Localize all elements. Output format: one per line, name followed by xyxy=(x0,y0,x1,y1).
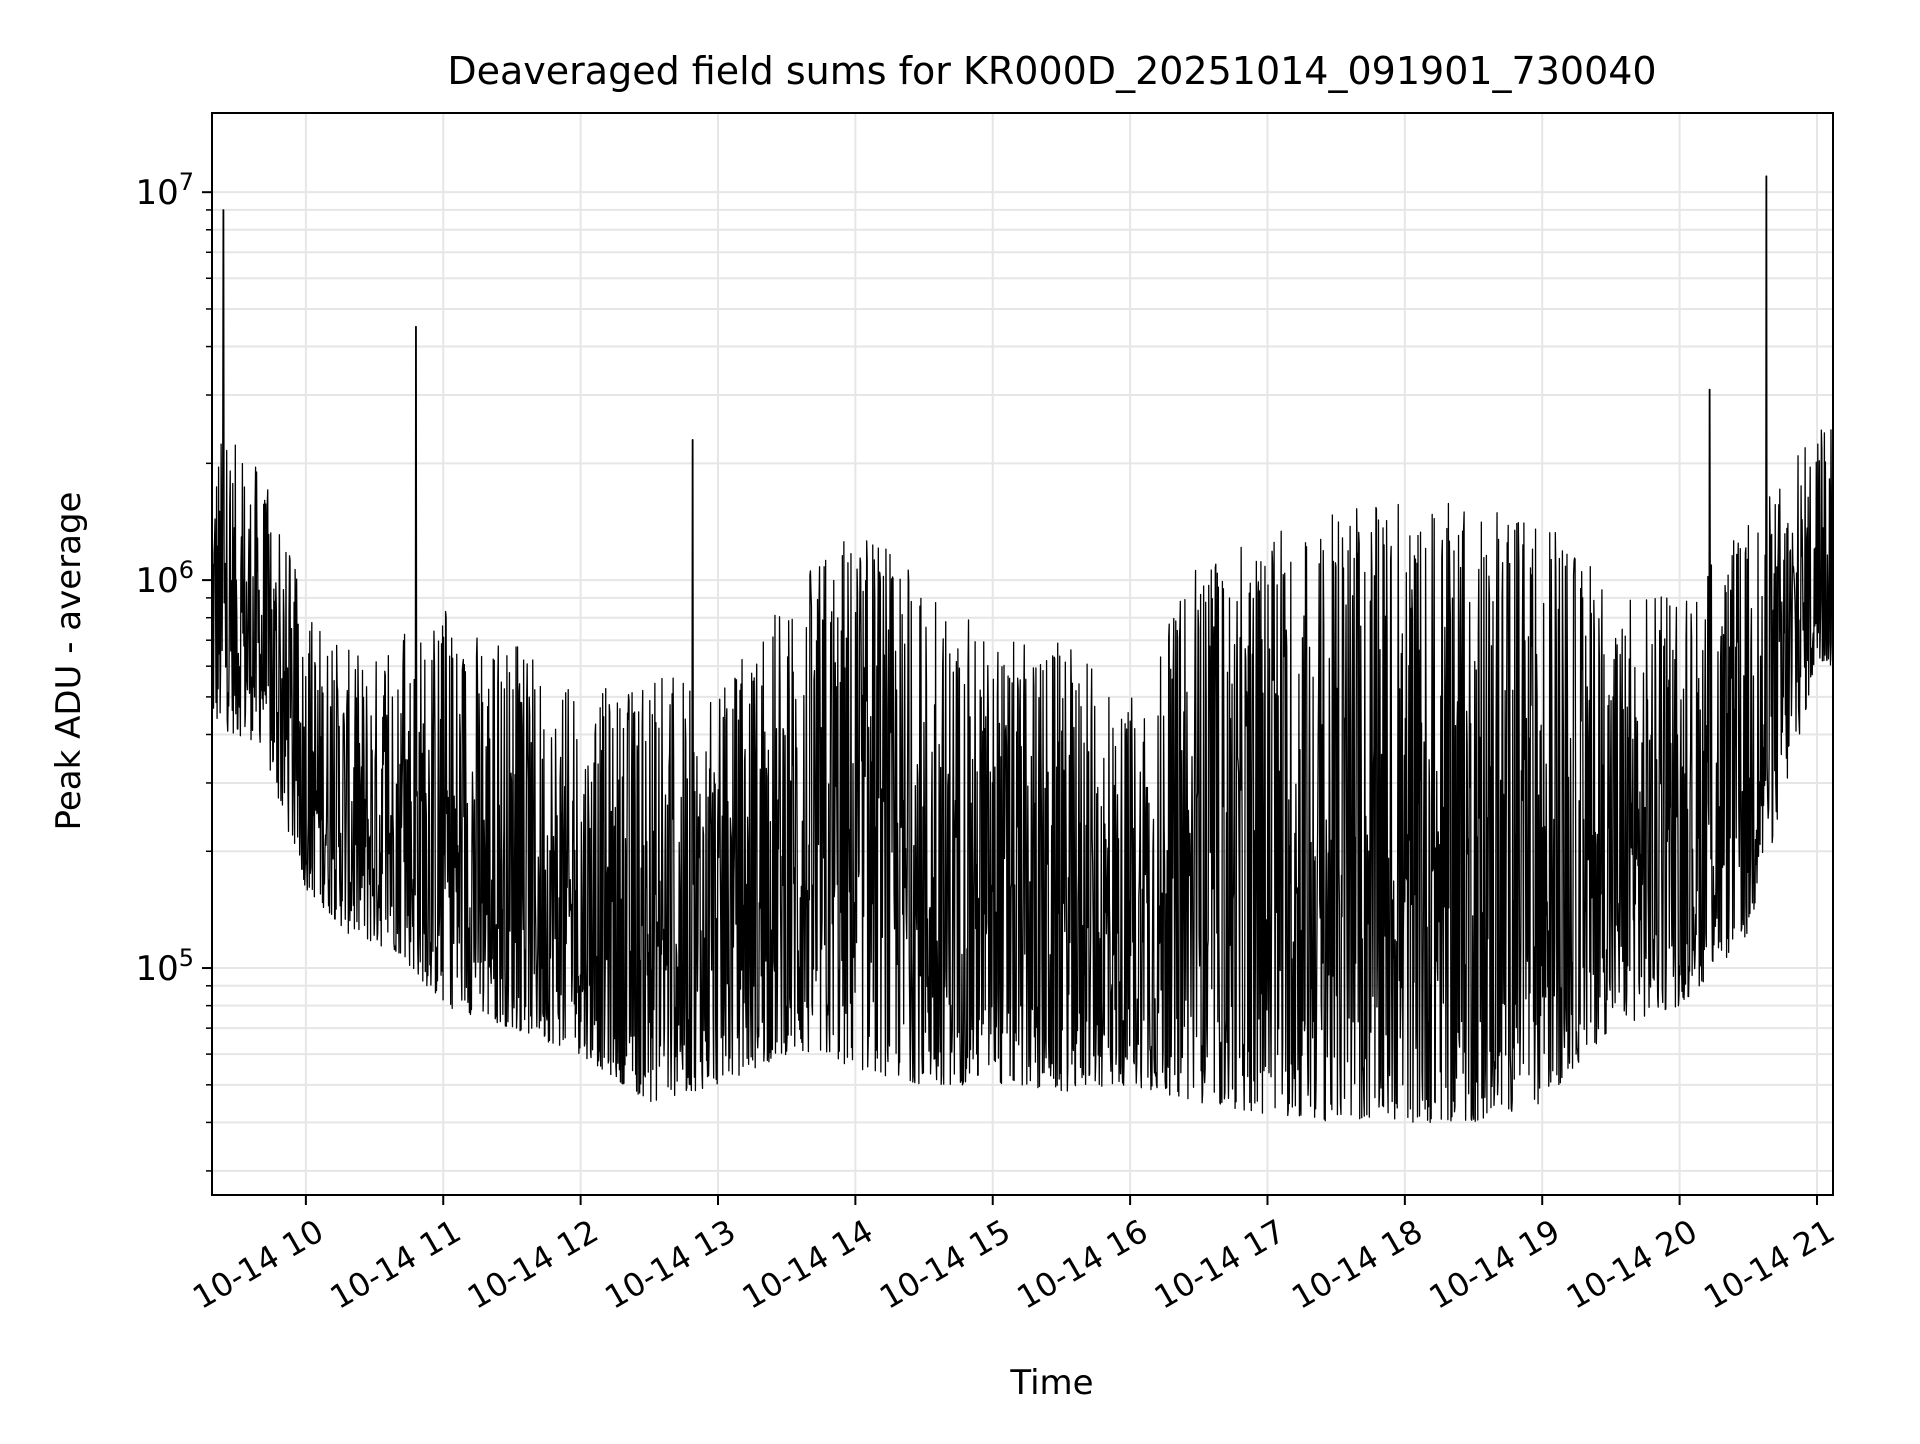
y-tick-label: 105 xyxy=(135,944,194,989)
y-tick-label: 107 xyxy=(135,168,194,213)
chart-title: Deaveraged field sums for KR000D_2025101… xyxy=(447,49,1656,93)
y-axis-label: Peak ADU - average xyxy=(49,492,89,831)
plot-frame xyxy=(211,112,1834,1196)
series-line xyxy=(211,175,1834,1123)
y-tick-label: 106 xyxy=(135,556,194,601)
x-axis-label: Time xyxy=(1009,1363,1093,1403)
data-series xyxy=(211,175,1834,1123)
